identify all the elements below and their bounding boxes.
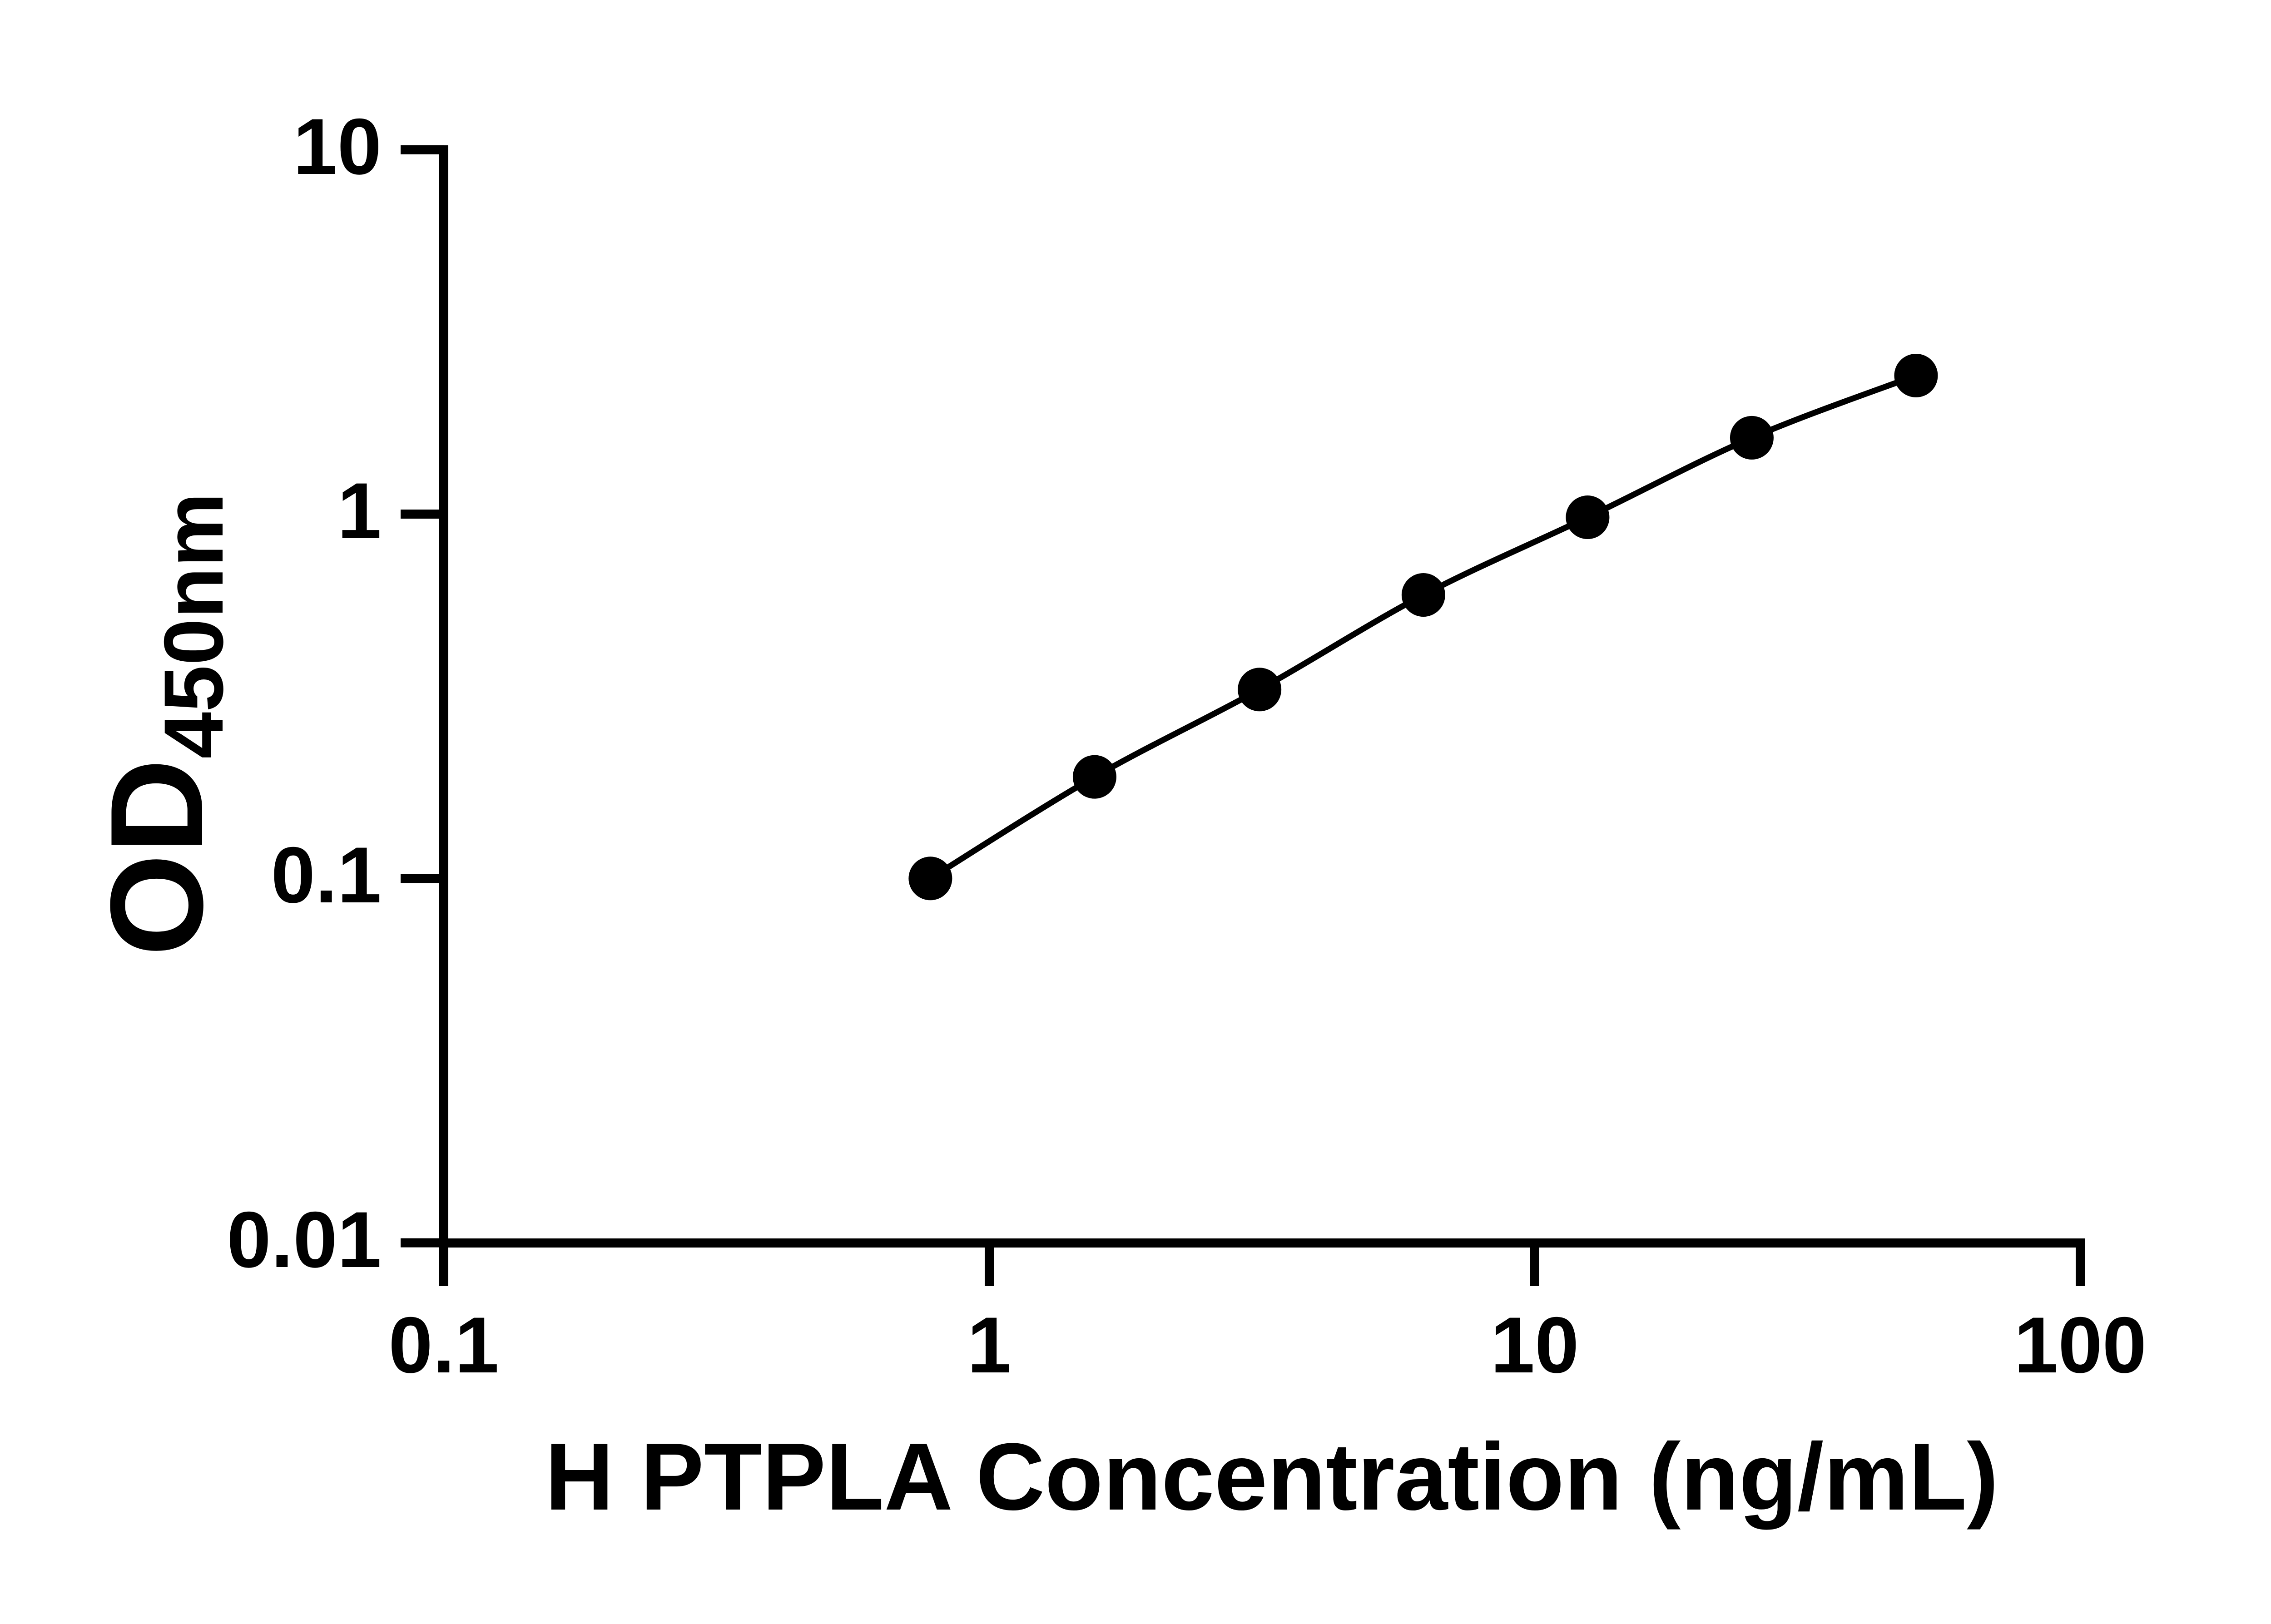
- data-point-marker: [908, 857, 952, 901]
- y-tick-label: 0.01: [227, 1195, 382, 1284]
- x-tick-label: 0.1: [388, 1301, 499, 1390]
- data-point-marker: [1894, 353, 1938, 397]
- data-point-marker: [1072, 755, 1116, 799]
- data-point-marker: [1730, 416, 1774, 460]
- data-point-marker: [1238, 668, 1282, 712]
- data-point-marker: [1401, 573, 1445, 617]
- x-tick-label: 1: [967, 1301, 1012, 1390]
- x-tick-label: 100: [2014, 1301, 2147, 1390]
- x-tick-label: 10: [1490, 1301, 1579, 1390]
- y-tick-label: 1: [337, 467, 382, 555]
- x-axis-title: H PTPLA Concentration (ng/mL): [545, 1423, 1999, 1530]
- data-point-marker: [1566, 495, 1610, 540]
- y-tick-label: 10: [293, 102, 382, 191]
- y-axis-title-subscript: 450nm: [147, 492, 241, 759]
- y-tick-label: 0.1: [271, 831, 382, 920]
- y-axis-title: OD450nm: [83, 492, 241, 956]
- y-axis-title-main: OD: [83, 758, 230, 956]
